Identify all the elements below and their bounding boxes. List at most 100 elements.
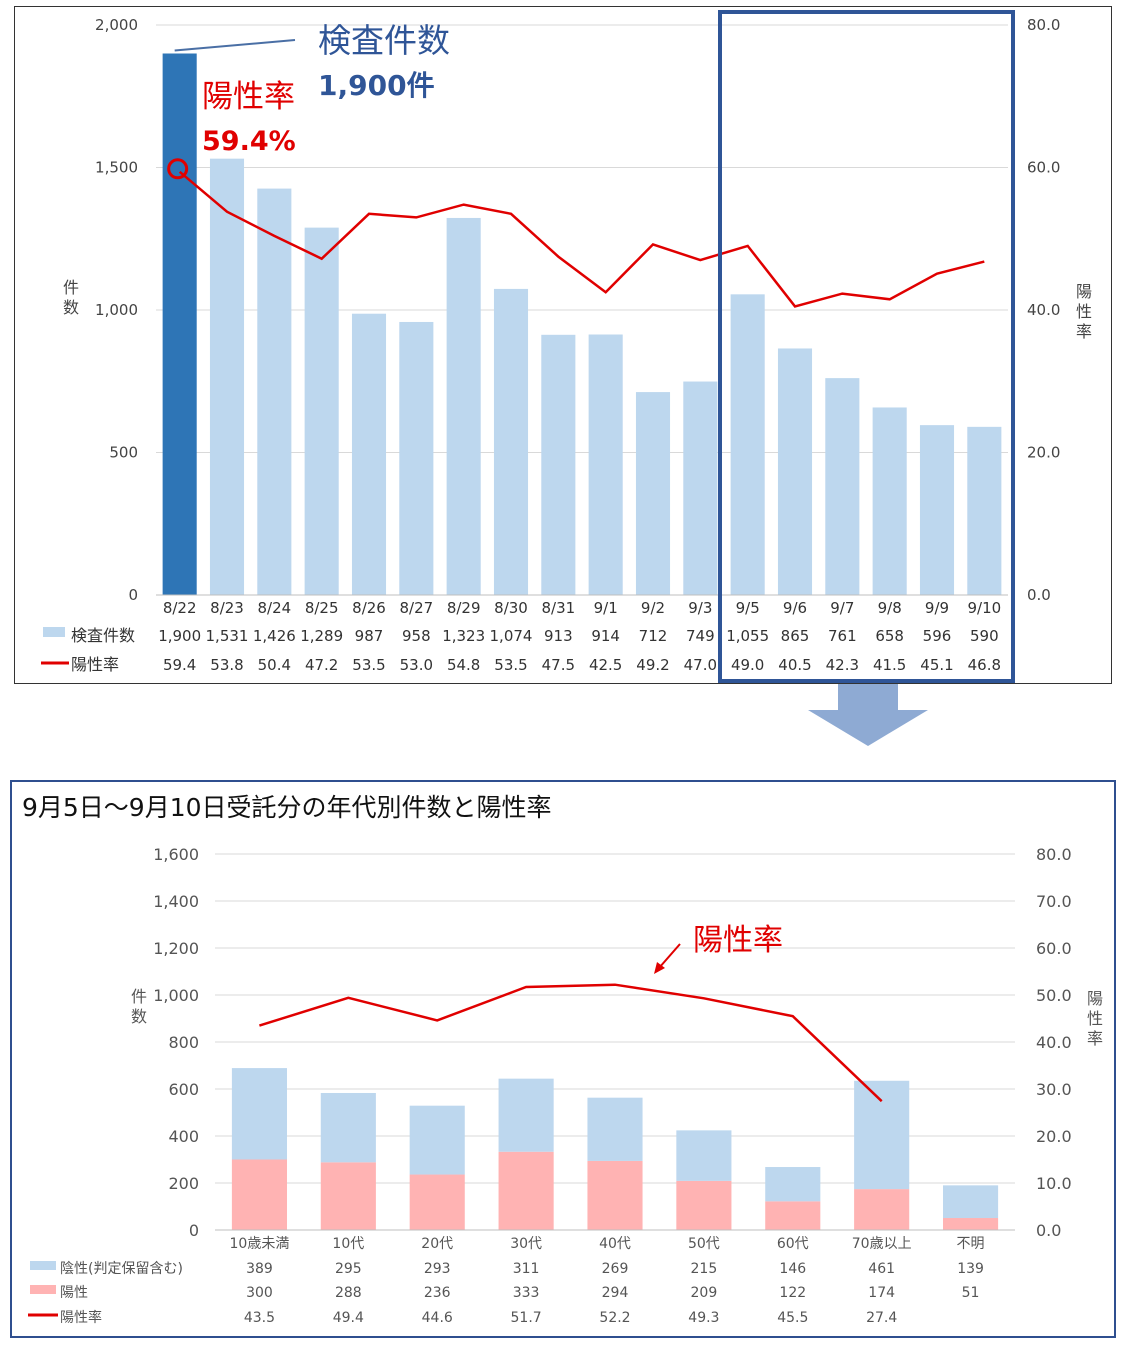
y-axis-title-char: 件 bbox=[131, 987, 147, 1006]
y2-tick-label: 40.0 bbox=[1027, 301, 1060, 319]
negative-bar-70歳以上 bbox=[854, 1080, 910, 1190]
negative-table-cell: 215 bbox=[691, 1261, 718, 1277]
count-table-cell: 914 bbox=[591, 627, 620, 645]
positive-bar-20代 bbox=[409, 1174, 465, 1230]
bar-8/30 bbox=[493, 288, 529, 595]
x-tick-label: 70歳以上 bbox=[852, 1236, 912, 1252]
negative-table-cell: 461 bbox=[868, 1261, 895, 1277]
rate-table-cell: 47.2 bbox=[305, 656, 338, 674]
negative-table-cell: 269 bbox=[602, 1261, 629, 1277]
count-table-cell: 1,531 bbox=[206, 627, 249, 645]
x-tick-label: 9/10 bbox=[967, 599, 1001, 617]
y-tick-label: 600 bbox=[168, 1080, 199, 1099]
rate-table-cell: 50.4 bbox=[258, 656, 291, 674]
rate-table-cell: 41.5 bbox=[873, 656, 906, 674]
daily-tests-chart: 0 500 1,000 1,500 2,000 0.0 20.0 40.0 60.0 80.0 件数… bbox=[41, 10, 1092, 683]
count-table-cell: 1,426 bbox=[253, 627, 296, 645]
positive-table-cell: 333 bbox=[513, 1285, 540, 1301]
negative-bar-30代 bbox=[498, 1078, 554, 1152]
rate-table-cell: 43.5 bbox=[244, 1310, 275, 1326]
legend-positive-label: 陽性 bbox=[60, 1285, 88, 1301]
rate-table-cell: 45.1 bbox=[920, 656, 953, 674]
negative-table-cell: 146 bbox=[779, 1261, 806, 1277]
legend-negative-label: 陰性(判定保留含む) bbox=[60, 1261, 183, 1277]
bar-8/25 bbox=[304, 227, 339, 595]
legend-rate-label: 陽性率 bbox=[60, 1309, 102, 1326]
positive-table-cell: 209 bbox=[691, 1285, 718, 1301]
x-tick-label: 8/31 bbox=[541, 599, 575, 617]
count-table-cell: 712 bbox=[639, 627, 668, 645]
rate-table-cell: 54.8 bbox=[447, 656, 480, 674]
y2-tick-label: 30.0 bbox=[1036, 1080, 1072, 1099]
bar-9/2 bbox=[635, 392, 671, 595]
positive-table-cell: 300 bbox=[246, 1285, 273, 1301]
x-tick-label: 9/5 bbox=[736, 599, 760, 617]
count-table-cell: 658 bbox=[875, 627, 904, 645]
y-tick-label: 400 bbox=[168, 1127, 199, 1146]
y2-tick-label: 0.0 bbox=[1027, 586, 1051, 604]
positive-bar-30代 bbox=[498, 1151, 554, 1230]
x-tick-label: 8/30 bbox=[494, 599, 528, 617]
bar-8/22 bbox=[162, 53, 197, 595]
negative-bar-10代 bbox=[320, 1092, 376, 1163]
count-table-cell: 596 bbox=[923, 627, 952, 645]
count-table-cell: 1,323 bbox=[442, 627, 485, 645]
x-tick-label: 9/6 bbox=[783, 599, 807, 617]
rate-table-cell: 53.5 bbox=[352, 656, 385, 674]
negative-bar-60代 bbox=[765, 1167, 821, 1202]
positive-bar-10歳未満 bbox=[231, 1159, 287, 1230]
x-tick-label: 9/3 bbox=[688, 599, 712, 617]
count-table-cell: 987 bbox=[355, 627, 384, 645]
rate-table-cell: 51.7 bbox=[511, 1310, 542, 1326]
negative-table-cell: 389 bbox=[246, 1261, 273, 1277]
y2-axis-title-char: 陽 bbox=[1076, 282, 1092, 301]
rate-table-cell: 49.4 bbox=[333, 1310, 364, 1326]
positivity-rate-line bbox=[259, 983, 883, 1103]
positive-table-cell: 236 bbox=[424, 1285, 451, 1301]
rate-callout-arrow-line bbox=[658, 943, 681, 969]
rate-table-cell: 42.5 bbox=[589, 656, 622, 674]
y2-tick-label: 60.0 bbox=[1036, 939, 1072, 958]
positive-bar-不明 bbox=[943, 1218, 999, 1230]
bar-8/24 bbox=[257, 188, 292, 595]
y2-tick-label: 0.0 bbox=[1036, 1221, 1061, 1240]
x-tick-label: 8/26 bbox=[352, 599, 386, 617]
rate-table-cell: 53.0 bbox=[400, 656, 433, 674]
y-axis-title-char: 数 bbox=[131, 1007, 147, 1026]
x-tick-label: 50代 bbox=[688, 1236, 720, 1252]
bar-9/3 bbox=[683, 381, 718, 595]
age-breakdown-chart-panel: 9月5日～9月10日受託分の年代別件数と陽性率 0 200 400 600 800 1,0… bbox=[10, 780, 1116, 1338]
y-tick-label: 200 bbox=[168, 1174, 199, 1193]
legend-count-swatch bbox=[43, 627, 65, 637]
legend-negative-swatch bbox=[30, 1261, 56, 1270]
y2-tick-label: 20.0 bbox=[1027, 444, 1060, 462]
count-table-cell: 1,074 bbox=[490, 627, 533, 645]
count-table-cell: 749 bbox=[686, 627, 715, 645]
x-tick-label: 8/23 bbox=[210, 599, 244, 617]
daily-tests-chart-panel: 0 500 1,000 1,500 2,000 0.0 20.0 40.0 60.0 80.0 件数… bbox=[14, 6, 1112, 684]
chart-title: 9月5日～9月10日受託分の年代別件数と陽性率 bbox=[22, 793, 552, 822]
bar-9/6 bbox=[777, 348, 813, 595]
y-tick-label: 2,000 bbox=[95, 16, 138, 34]
rate-callout-label: 陽性率 bbox=[693, 923, 783, 958]
y2-axis-title-char: 率 bbox=[1087, 1029, 1103, 1048]
y2-axis-title-char: 率 bbox=[1076, 322, 1092, 341]
y2-tick-label: 20.0 bbox=[1036, 1127, 1072, 1146]
y-tick-label: 1,500 bbox=[95, 159, 138, 177]
y-tick-label: 1,600 bbox=[153, 845, 199, 864]
rate-table-cell: 49.3 bbox=[688, 1310, 719, 1326]
rate-table-cell: 44.6 bbox=[422, 1310, 453, 1326]
y-tick-label: 0 bbox=[189, 1221, 199, 1240]
rate-table-cell: 59.4 bbox=[163, 656, 196, 674]
rate-annotation-title: 陽性率 bbox=[202, 79, 295, 115]
bar-8/23 bbox=[209, 158, 245, 596]
rate-table-cell: 49.0 bbox=[731, 656, 764, 674]
rate-table-cell: 49.2 bbox=[636, 656, 669, 674]
positive-table-cell: 174 bbox=[868, 1285, 895, 1301]
rate-table-cell: 47.0 bbox=[684, 656, 717, 674]
rate-table-cell: 46.8 bbox=[968, 656, 1001, 674]
positive-table-cell: 288 bbox=[335, 1285, 362, 1301]
y-tick-label: 800 bbox=[168, 1033, 199, 1052]
negative-bar-20代 bbox=[409, 1105, 465, 1175]
rate-annotation-value: 59.4% bbox=[202, 126, 296, 157]
